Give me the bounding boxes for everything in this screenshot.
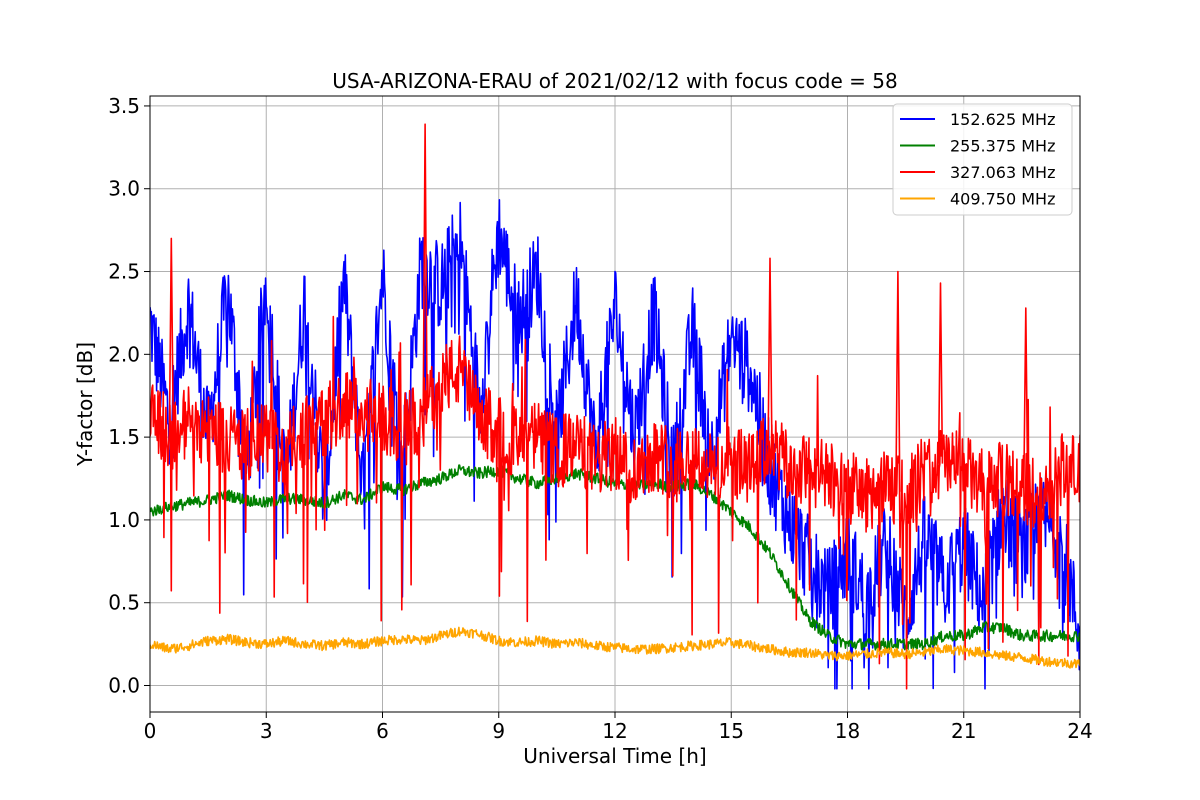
x-axis-label: Universal Time [h] xyxy=(523,744,706,768)
series-line-1 xyxy=(150,199,1080,690)
legend-box xyxy=(892,103,1073,216)
x-tick-label: 21 xyxy=(951,719,976,743)
x-tick-label: 9 xyxy=(492,719,505,743)
series-line-4 xyxy=(150,626,1080,669)
x-tick-label: 12 xyxy=(602,719,627,743)
legend-label: 409.750 MHz xyxy=(950,190,1055,209)
x-tick-label: 0 xyxy=(144,719,157,743)
x-tick-label: 6 xyxy=(376,719,389,743)
y-tick-label: 3.0 xyxy=(108,177,140,201)
legend-label: 152.625 MHz xyxy=(950,110,1055,129)
y-tick-label: 2.0 xyxy=(108,342,140,366)
x-tick-label: 18 xyxy=(835,719,860,743)
series-line-2 xyxy=(150,464,1080,651)
x-axis: 0 3 6 9 12 15 18 21 24 xyxy=(144,712,1093,743)
x-tick-label: 3 xyxy=(260,719,273,743)
y-tick-label: 0.5 xyxy=(108,591,140,615)
y-tick-label: 1.5 xyxy=(108,425,140,449)
y-tick-label: 1.0 xyxy=(108,508,140,532)
y-axis: 0.0 0.5 1.0 1.5 2.0 2.5 3.0 3.5 xyxy=(108,94,150,698)
x-tick-label: 24 xyxy=(1067,719,1092,743)
legend-label: 255.375 MHz xyxy=(950,137,1055,156)
y-axis-label: Y-factor [dB] xyxy=(73,342,97,467)
series-line-3 xyxy=(150,123,1080,690)
x-tick-label: 15 xyxy=(719,719,744,743)
y-tick-label: 2.5 xyxy=(108,260,140,284)
y-tick-label: 0.0 xyxy=(108,674,140,698)
series-layer xyxy=(150,123,1080,690)
legend: 152.625 MHz 255.375 MHz 327.063 MHz 409.750… xyxy=(892,103,1073,216)
legend-label: 327.063 MHz xyxy=(950,163,1055,182)
chart-title: USA-ARIZONA-ERAU of 2021/02/12 with focu… xyxy=(332,69,897,93)
y-tick-label: 3.5 xyxy=(108,94,140,118)
